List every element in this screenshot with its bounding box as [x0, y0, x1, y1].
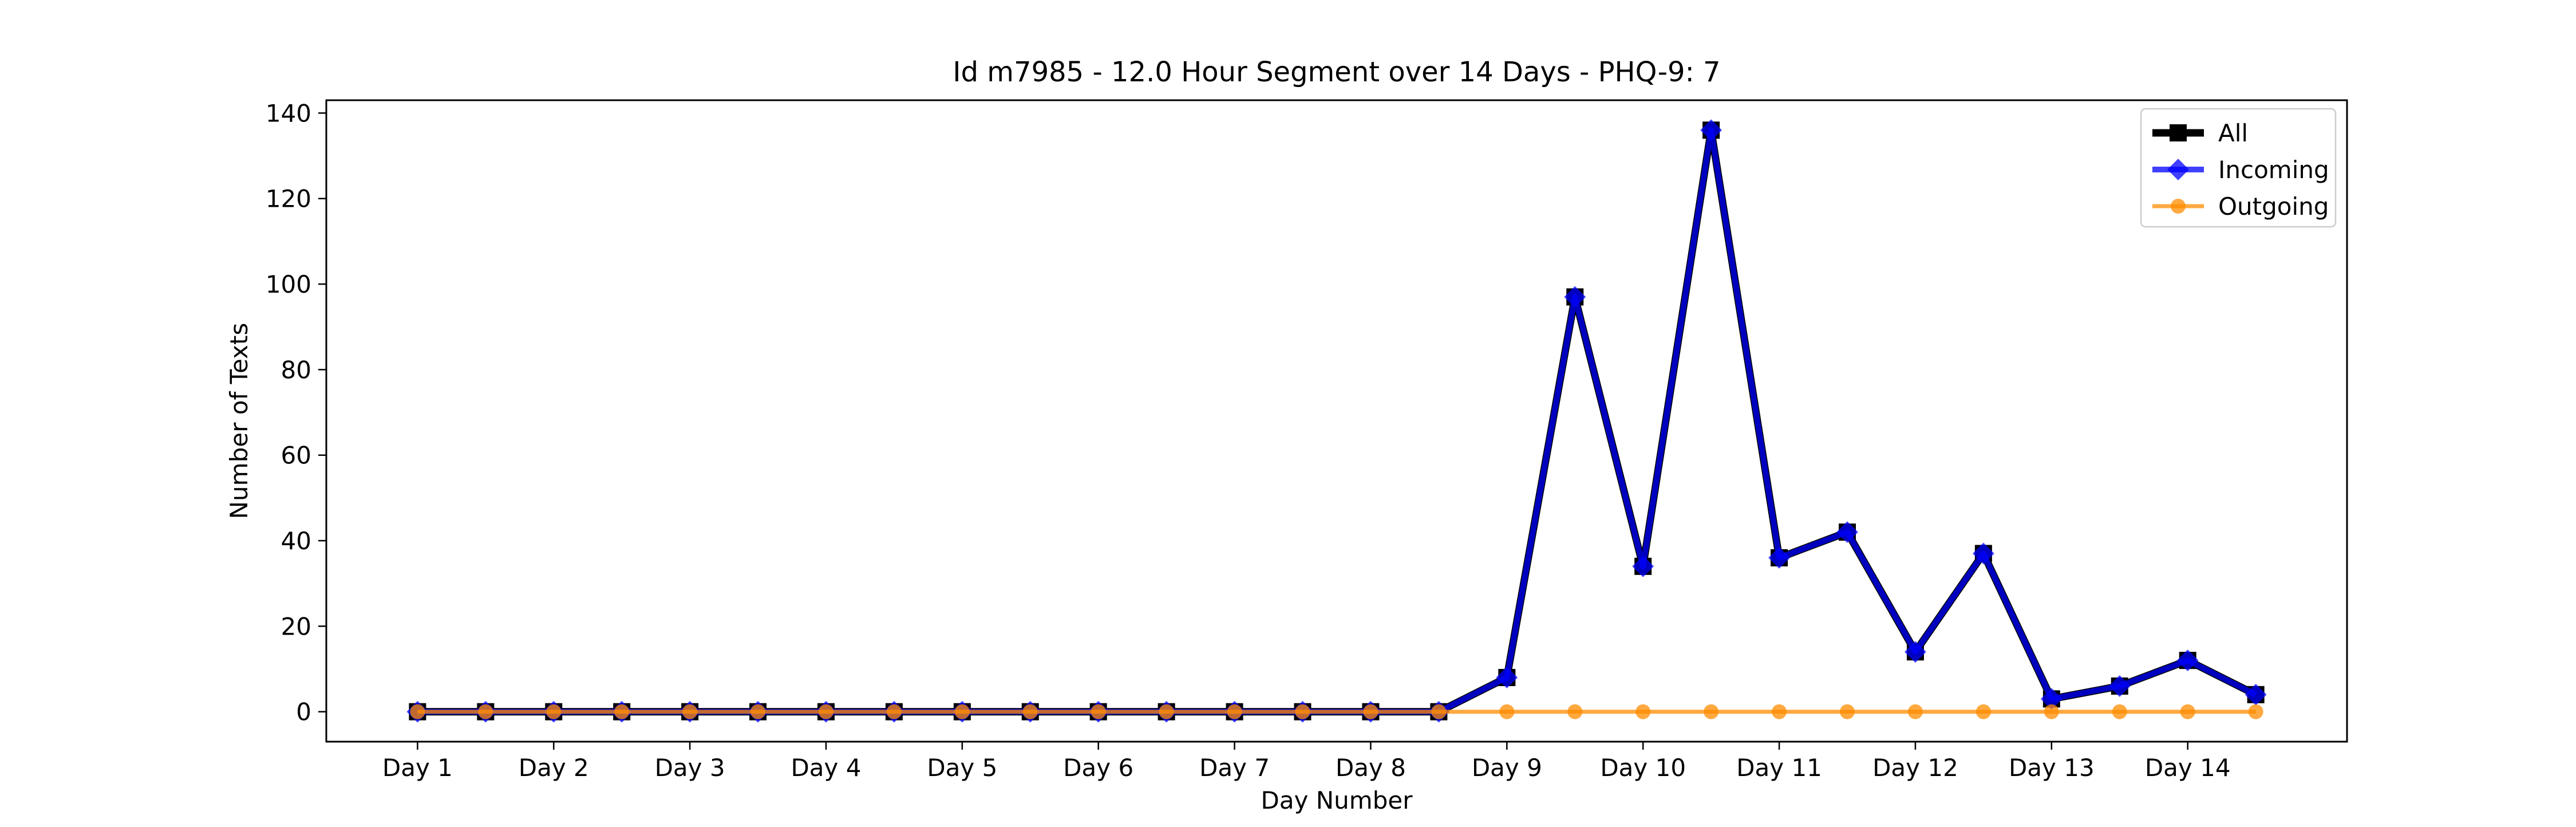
- y-axis-label: Number of Texts: [225, 323, 253, 519]
- data-point-outgoing: [1772, 704, 1787, 719]
- data-point-outgoing: [2248, 704, 2263, 719]
- y-tick-label: 100: [266, 270, 311, 298]
- data-point-outgoing: [1635, 704, 1651, 719]
- y-tick-label: 40: [281, 527, 311, 555]
- legend-marker-outgoing: [2171, 199, 2186, 214]
- data-point-incoming: [1700, 119, 1722, 141]
- data-point-outgoing: [1295, 704, 1310, 719]
- plot-frame: [325, 99, 2348, 743]
- data-point-incoming: [1905, 641, 1926, 663]
- legend-label: Incoming: [2218, 156, 2329, 184]
- data-point-incoming: [1836, 521, 1858, 544]
- x-tick-label: Day 9: [1472, 754, 1542, 782]
- y-tick-label: 120: [266, 185, 311, 213]
- x-tick-label: Day 7: [1199, 754, 1270, 782]
- data-point-outgoing: [2180, 704, 2195, 719]
- x-tick-label: Day 4: [791, 754, 861, 782]
- data-point-outgoing: [1431, 704, 1447, 719]
- y-tick-label: 80: [281, 356, 311, 384]
- data-point-incoming: [1768, 547, 1790, 569]
- data-point-outgoing: [2044, 704, 2059, 719]
- y-tick-label: 140: [266, 99, 311, 127]
- data-point-outgoing: [1567, 704, 1583, 719]
- data-point-outgoing: [1022, 704, 1038, 719]
- x-tick-label: Day 8: [1336, 754, 1406, 782]
- data-point-outgoing: [954, 704, 970, 719]
- x-tick-label: Day 1: [382, 754, 453, 782]
- data-point-outgoing: [1976, 704, 1991, 719]
- data-point-outgoing: [410, 704, 425, 719]
- x-tick-label: Day 10: [1600, 754, 1686, 782]
- legend: All Incoming Outgoing: [2140, 108, 2337, 228]
- x-tick-label: Day 5: [927, 754, 997, 782]
- x-tick-label: Day 2: [519, 754, 589, 782]
- data-point-outgoing: [1227, 704, 1242, 719]
- data-point-incoming: [2108, 675, 2131, 697]
- data-point-outgoing: [478, 704, 493, 719]
- data-point-outgoing: [1704, 704, 1719, 719]
- data-point-incoming: [2176, 649, 2199, 672]
- data-point-outgoing: [546, 704, 562, 719]
- legend-box: [2140, 108, 2337, 228]
- data-point-incoming: [1972, 542, 1994, 565]
- series-outgoing: [410, 704, 2263, 719]
- ticks-layer: Day 1 Day 2 Day 3 Day 4 Day 5 Day 6 Day 7 Day 8…: [266, 99, 2231, 782]
- data-point-outgoing: [1159, 704, 1174, 719]
- data-point-outgoing: [1499, 704, 1515, 719]
- legend-marker-incoming: [2167, 159, 2189, 180]
- x-tick-label: Day 13: [2009, 754, 2095, 782]
- data-point-incoming: [1632, 555, 1654, 577]
- chart-title: Id m7985 - 12.0 Hour Segment over 14 Day…: [953, 56, 1720, 88]
- x-axis-label: Day Number: [1261, 786, 1413, 814]
- data-point-outgoing: [750, 704, 766, 719]
- x-tick-label: Day 3: [655, 754, 725, 782]
- data-point-outgoing: [818, 704, 833, 719]
- data-point-outgoing: [614, 704, 630, 719]
- legend-label: All: [2218, 119, 2248, 147]
- x-tick-label: Day 6: [1063, 754, 1133, 782]
- legend-marker-all: [2170, 124, 2187, 141]
- data-point-incoming: [2040, 688, 2063, 710]
- data-point-outgoing: [1840, 704, 1855, 719]
- data-point-incoming: [2245, 683, 2267, 706]
- y-tick-label: 60: [281, 442, 311, 470]
- data-point-incoming: [1496, 667, 1518, 688]
- data-point-outgoing: [1363, 704, 1378, 719]
- data-point-outgoing: [2112, 704, 2127, 719]
- y-tick-label: 20: [281, 612, 311, 640]
- data-point-outgoing: [682, 704, 698, 719]
- series-layer: [406, 119, 2267, 723]
- data-point-outgoing: [1091, 704, 1106, 719]
- x-tick-label: Day 11: [1736, 754, 1822, 782]
- x-tick-label: Day 14: [2145, 754, 2231, 782]
- data-point-incoming: [1564, 286, 1586, 308]
- data-point-outgoing: [1907, 704, 1923, 719]
- y-tick-label: 0: [296, 698, 311, 726]
- data-point-outgoing: [886, 704, 902, 719]
- legend-label: Outgoing: [2218, 192, 2329, 220]
- x-tick-label: Day 12: [1872, 754, 1958, 782]
